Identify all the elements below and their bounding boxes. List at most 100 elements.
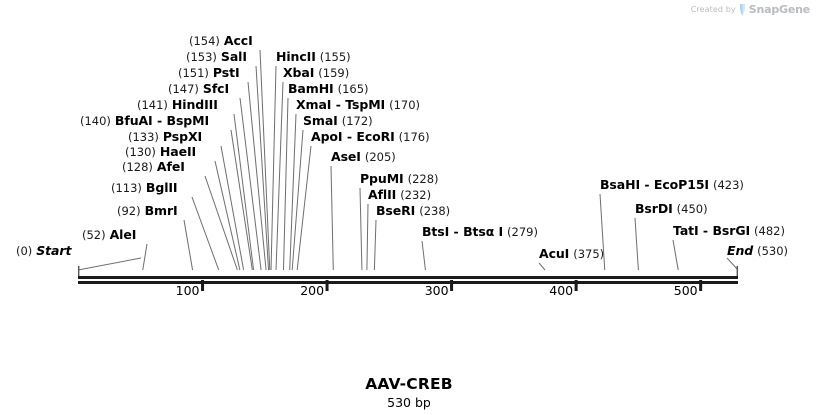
site-position: (141) <box>137 98 168 112</box>
site-position: (482) <box>754 224 785 238</box>
site-enzyme-separator: - <box>342 129 357 144</box>
site-position: (172) <box>341 114 373 128</box>
ruler-tick-label-100: 100 <box>175 283 200 298</box>
site-enzyme-name: PpuMI <box>360 171 404 186</box>
site-position: (92) <box>117 204 141 218</box>
site-enzyme-name: TatI <box>673 223 699 238</box>
start-text: Start <box>36 243 72 258</box>
site-enzyme-name: AseI <box>331 149 361 164</box>
site-label-pspxi[interactable]: (133) PspXI <box>128 129 203 145</box>
site-label-haeii[interactable]: (130) HaeII <box>125 144 197 160</box>
site-label-afei[interactable]: (128) AfeI <box>122 159 185 175</box>
snapgene-logo-icon <box>739 3 746 16</box>
site-enzyme-separator: - <box>449 224 464 239</box>
site-position: (165) <box>337 82 369 96</box>
site-label-btsi[interactable]: BtsI - Btsα I (279) <box>422 224 538 240</box>
site-label-bsrdi[interactable]: BsrDI (450) <box>635 201 708 217</box>
site-position: (153) <box>186 50 217 64</box>
site-enzyme-name: XbaI <box>283 65 315 80</box>
site-label-bseri[interactable]: BseRI (238) <box>376 203 451 219</box>
site-position: (279) <box>507 225 538 239</box>
site-position: (140) <box>80 114 111 128</box>
start-position: (0) <box>16 244 33 258</box>
site-label-sfci[interactable]: (147) SfcI <box>168 81 230 97</box>
site-label-aflii[interactable]: AflII (232) <box>368 187 432 203</box>
site-enzyme-name: XmaI <box>296 97 332 112</box>
site-label-bamhi[interactable]: BamHI (165) <box>288 82 369 97</box>
site-label-asei[interactable]: AseI (205) <box>331 149 396 165</box>
site-position: (232) <box>400 188 432 202</box>
watermark-prefix: Created by <box>690 5 736 14</box>
site-position: (151) <box>178 66 209 80</box>
map-name: AAV-CREB <box>365 375 453 393</box>
site-enzyme-name: BfuAI <box>114 113 153 128</box>
site-position: (128) <box>122 160 153 174</box>
site-enzyme-name: HincII <box>276 49 316 64</box>
site-enzyme-name: AleI <box>109 227 137 242</box>
site-enzyme-name: BsrDI <box>635 201 673 216</box>
site-position: (154) <box>189 34 220 48</box>
site-label-apoi[interactable]: ApoI - EcoRI (176) <box>311 129 430 145</box>
site-label-bsahi[interactable]: BsaHI - EcoP15I (423) <box>600 177 744 193</box>
site-position: (228) <box>407 172 439 186</box>
site-enzyme-name: TspMI <box>345 97 386 112</box>
site-enzyme-name: BsrGI <box>712 223 751 238</box>
site-enzyme-name: BspMI <box>166 113 210 128</box>
site-label-tati[interactable]: TatI - BsrGI (482) <box>673 223 785 239</box>
site-label-acci[interactable]: (154) AccI <box>189 33 253 49</box>
site-label-bglii[interactable]: (113) BglII <box>111 181 178 196</box>
end-label: End (530) <box>727 243 788 259</box>
site-label-smai[interactable]: SmaI (172) <box>303 113 373 129</box>
site-position: (238) <box>419 204 451 218</box>
site-enzyme-name: BseRI <box>376 203 416 218</box>
site-label-acui[interactable]: AcuI (375) <box>539 247 605 262</box>
site-enzyme-name: SalI <box>220 49 247 64</box>
site-label-xbai[interactable]: XbaI (159) <box>283 65 350 81</box>
site-enzyme-separator: - <box>698 223 713 238</box>
ruler-bar-bottom <box>78 281 738 284</box>
site-enzyme-name: BsaHI <box>600 177 641 192</box>
site-label-ppumi[interactable]: PpuMI (228) <box>360 171 439 187</box>
site-enzyme-separator: - <box>331 97 346 112</box>
site-position: (170) <box>389 98 421 112</box>
site-label-hincii[interactable]: HincII (155) <box>276 49 351 65</box>
site-enzyme-name: ApoI <box>311 129 343 144</box>
site-position: (205) <box>364 150 396 164</box>
site-position: (450) <box>676 202 708 216</box>
site-enzyme-name: HindIII <box>171 97 218 112</box>
site-label-hindiii[interactable]: (141) HindIII <box>137 97 218 113</box>
ruler-tick-100 <box>201 280 205 291</box>
site-position: (375) <box>573 247 605 261</box>
site-enzyme-name: SfcI <box>202 81 230 96</box>
ruler-bar-top <box>78 276 738 279</box>
site-enzyme-name: PspXI <box>162 129 203 144</box>
site-label-alei[interactable]: (52) AleI <box>82 227 137 243</box>
site-position: (130) <box>125 145 156 159</box>
site-enzyme-name: Btsα I <box>463 224 504 239</box>
site-label-sali[interactable]: (153) SalI <box>186 49 247 65</box>
site-enzyme-name: AflII <box>368 187 397 202</box>
site-label-bmri[interactable]: (92) BmrI <box>117 204 178 219</box>
site-enzyme-name: AccI <box>223 33 253 48</box>
ruler-tick-label-200: 200 <box>300 283 325 298</box>
site-label-bfuai[interactable]: (140) BfuAI - BspMI <box>80 113 210 129</box>
site-position: (52) <box>82 228 106 242</box>
site-label-psti[interactable]: (151) PstI <box>178 66 240 81</box>
ruler-tick-200 <box>325 280 329 291</box>
site-position: (159) <box>318 66 350 80</box>
site-enzyme-name: AfeI <box>156 159 185 174</box>
site-label-xmai[interactable]: XmaI - TspMI (170) <box>296 97 421 113</box>
site-enzyme-name: HaeII <box>159 144 197 159</box>
site-enzyme-name: EcoP15I <box>653 177 709 192</box>
site-enzyme-name: SmaI <box>303 113 338 128</box>
start-label: (0) Start <box>16 243 72 259</box>
site-enzyme-name: BtsI <box>422 224 450 239</box>
site-enzyme-separator: - <box>152 113 167 128</box>
site-enzyme-name: EcoRI <box>356 129 395 144</box>
ruler-tick-label-300: 300 <box>424 283 449 298</box>
site-enzyme-separator: - <box>640 177 654 192</box>
site-position: (423) <box>712 178 744 192</box>
end-text: End <box>727 243 754 258</box>
